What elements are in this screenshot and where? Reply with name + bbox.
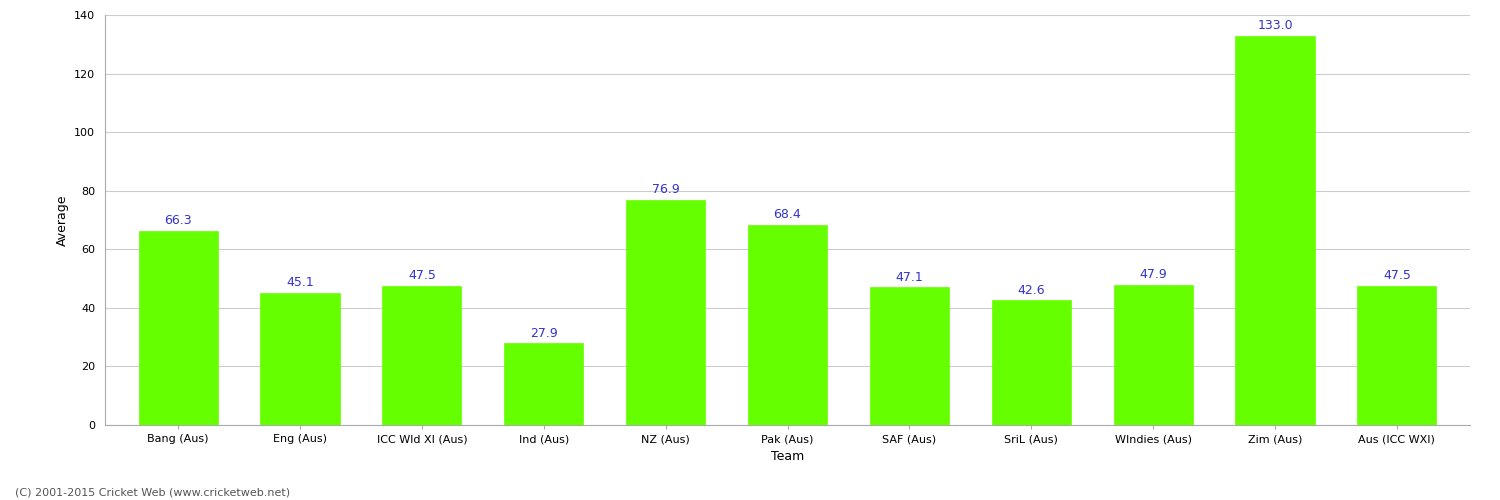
Text: 47.1: 47.1: [896, 270, 922, 283]
Text: (C) 2001-2015 Cricket Web (www.cricketweb.net): (C) 2001-2015 Cricket Web (www.cricketwe…: [15, 488, 290, 498]
Bar: [1236, 36, 1314, 425]
Text: 47.5: 47.5: [1383, 270, 1411, 282]
Text: 76.9: 76.9: [651, 184, 680, 196]
Text: 47.5: 47.5: [408, 270, 436, 282]
Bar: [138, 231, 218, 425]
Bar: [382, 286, 462, 425]
Text: 133.0: 133.0: [1257, 19, 1293, 32]
Bar: [992, 300, 1071, 425]
Y-axis label: Average: Average: [56, 194, 69, 246]
Bar: [1358, 286, 1437, 425]
Bar: [626, 200, 705, 425]
Bar: [261, 293, 339, 425]
Bar: [1113, 284, 1192, 425]
Text: 47.9: 47.9: [1140, 268, 1167, 281]
Bar: [870, 287, 950, 425]
Bar: [748, 224, 827, 425]
Text: 27.9: 27.9: [530, 327, 558, 340]
X-axis label: Team: Team: [771, 450, 804, 462]
Text: 66.3: 66.3: [165, 214, 192, 228]
Text: 68.4: 68.4: [774, 208, 801, 221]
Text: 45.1: 45.1: [286, 276, 314, 289]
Text: 42.6: 42.6: [1017, 284, 1046, 296]
Bar: [504, 344, 584, 425]
